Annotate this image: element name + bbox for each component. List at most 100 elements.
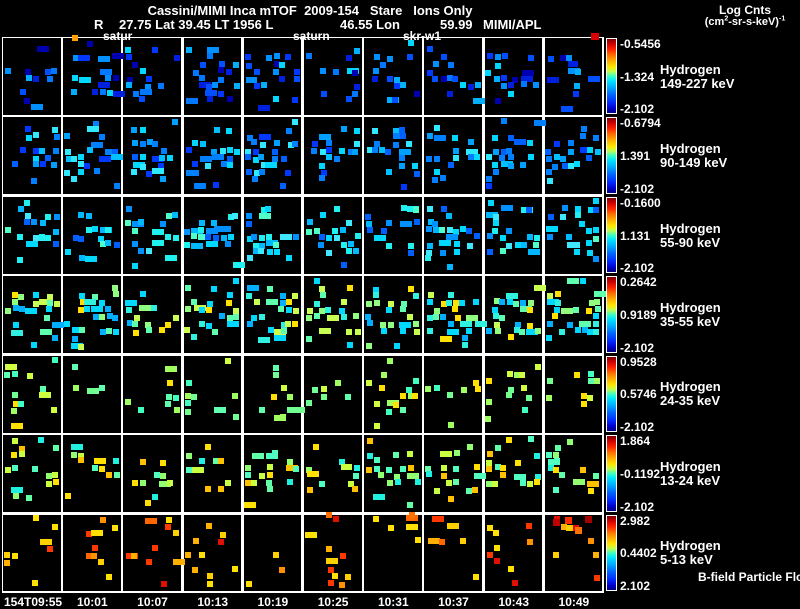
data-cell <box>133 91 140 98</box>
data-cell <box>78 457 85 464</box>
data-cell <box>398 154 405 161</box>
data-cell <box>565 234 572 241</box>
data-cell <box>532 82 539 89</box>
data-cell <box>97 235 104 242</box>
data-cell <box>440 205 447 212</box>
data-cell <box>93 120 100 127</box>
data-cell <box>573 479 586 486</box>
colorbar-min-value: -2.102 <box>620 102 655 117</box>
data-cell <box>547 298 560 305</box>
data-cell <box>408 392 415 399</box>
data-cell <box>244 54 251 61</box>
row-label: Hydrogen 13-24 keV <box>660 459 721 488</box>
data-cell <box>184 393 191 400</box>
data-cell <box>513 326 520 333</box>
data-cell <box>588 300 595 307</box>
data-cell <box>433 488 440 495</box>
data-cell <box>99 314 106 321</box>
data-cell <box>85 530 92 537</box>
row-species-label: Hydrogen <box>660 61 721 77</box>
data-cell <box>46 545 53 552</box>
data-cell <box>245 62 252 69</box>
data-cell <box>251 233 258 240</box>
data-cell <box>364 214 371 221</box>
data-cell <box>341 242 348 249</box>
data-cell <box>440 465 447 472</box>
data-cell <box>365 467 372 474</box>
data-cell <box>207 572 214 579</box>
data-cell <box>491 134 498 141</box>
data-cell <box>492 220 499 227</box>
data-cell <box>71 156 78 163</box>
data-cell <box>586 481 599 488</box>
data-cell <box>453 240 460 247</box>
data-cell <box>3 551 10 558</box>
data-cell <box>398 321 411 328</box>
data-cell <box>278 75 285 82</box>
time-axis-label: 154T09:55 <box>4 595 63 609</box>
data-cell <box>486 450 493 457</box>
data-cell <box>245 480 252 487</box>
data-cell <box>267 486 274 493</box>
data-cell <box>553 466 560 473</box>
data-cell <box>438 538 445 545</box>
data-cell <box>400 392 407 399</box>
data-cell <box>320 292 327 299</box>
data-cell <box>398 149 411 156</box>
data-cell <box>280 156 287 163</box>
data-cell <box>494 62 501 69</box>
data-cell <box>432 220 439 227</box>
data-cell <box>559 155 566 162</box>
data-cell <box>247 320 254 327</box>
time-axis-label: 10:43 <box>498 595 530 609</box>
data-cell <box>340 298 347 305</box>
data-cell <box>125 205 132 212</box>
spectrogram-panel <box>3 117 61 195</box>
data-cell <box>97 559 104 566</box>
data-cell <box>426 250 433 257</box>
row-label: Hydrogen 149-227 keV <box>660 61 735 91</box>
data-cell <box>326 315 339 322</box>
data-cell <box>447 421 454 428</box>
data-cell <box>292 466 299 473</box>
data-cell <box>205 90 217 97</box>
data-cell <box>253 68 260 75</box>
data-cell <box>475 320 488 327</box>
data-cell <box>433 308 440 315</box>
data-cell <box>4 227 11 234</box>
data-cell <box>174 55 181 62</box>
data-cell <box>10 408 17 415</box>
data-cell <box>587 249 593 256</box>
data-cell <box>372 292 379 299</box>
data-cell <box>39 147 46 154</box>
data-cell <box>474 81 481 88</box>
page-title: Cassini/MIMI Inca mTOF 2009-154 Stare Io… <box>147 3 473 18</box>
data-cell <box>546 156 553 163</box>
data-cell <box>33 301 40 308</box>
data-cell <box>374 466 381 473</box>
data-cell <box>486 248 493 255</box>
data-cell <box>105 573 112 580</box>
data-cell <box>406 450 413 457</box>
data-cell <box>547 320 554 327</box>
data-cell <box>259 407 266 414</box>
row-energy-label: 5-13 keV <box>660 552 713 568</box>
data-cell <box>259 313 266 320</box>
data-cell <box>184 228 191 235</box>
row-energy-label: 149-227 keV <box>660 75 735 91</box>
data-cell <box>560 55 573 62</box>
data-cell <box>85 213 92 220</box>
data-cell <box>393 473 400 480</box>
data-cell <box>432 227 439 234</box>
data-cell <box>412 392 419 399</box>
spectrogram-panel <box>3 276 64 354</box>
data-cell <box>53 147 60 154</box>
data-cell <box>434 385 441 392</box>
data-cell <box>92 226 99 233</box>
data-cell <box>199 156 212 163</box>
spectrogram-panel <box>123 355 182 433</box>
data-cell <box>447 263 454 270</box>
data-cell <box>140 291 147 298</box>
data-cell <box>71 327 84 334</box>
colorbar-units-title: Log Cnts <box>719 3 771 17</box>
